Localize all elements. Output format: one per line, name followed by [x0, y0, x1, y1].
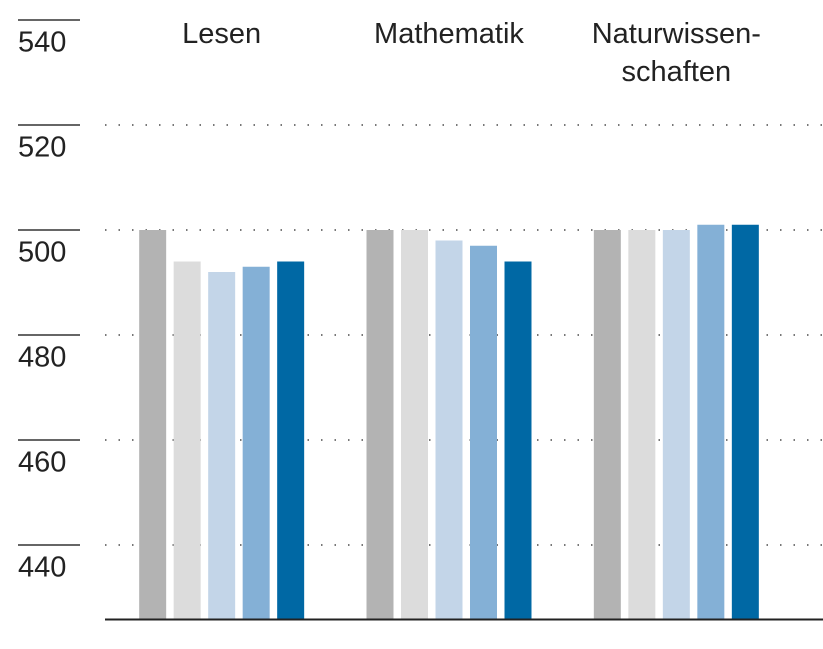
bar [731, 224, 759, 619]
y-tick-label: 440 [18, 552, 66, 584]
category-label-line: Mathematik [374, 18, 524, 50]
y-tick-label: 500 [18, 237, 66, 269]
category-label: Lesen [182, 18, 261, 50]
y-tick-label: 540 [18, 27, 66, 59]
bar [139, 230, 167, 619]
category-label-line: Lesen [182, 18, 261, 50]
bar [173, 261, 201, 619]
y-tick-label: 520 [18, 132, 66, 164]
bar [242, 266, 270, 619]
bar [662, 230, 690, 619]
bar [401, 230, 428, 619]
bar [435, 240, 463, 619]
category-label: Mathematik [374, 18, 524, 50]
bar [470, 245, 497, 619]
bar [366, 230, 394, 619]
category-label: Naturwissen-schaften [592, 18, 761, 88]
bar [208, 272, 236, 619]
bar [277, 261, 305, 619]
bar [697, 224, 725, 619]
y-tick-label: 480 [18, 342, 66, 374]
bar [504, 261, 532, 619]
bar [628, 230, 656, 619]
y-tick-label: 460 [18, 447, 66, 479]
category-label-line: schaften [622, 56, 732, 88]
category-label-line: Naturwissen- [592, 18, 761, 50]
bar [593, 230, 621, 619]
